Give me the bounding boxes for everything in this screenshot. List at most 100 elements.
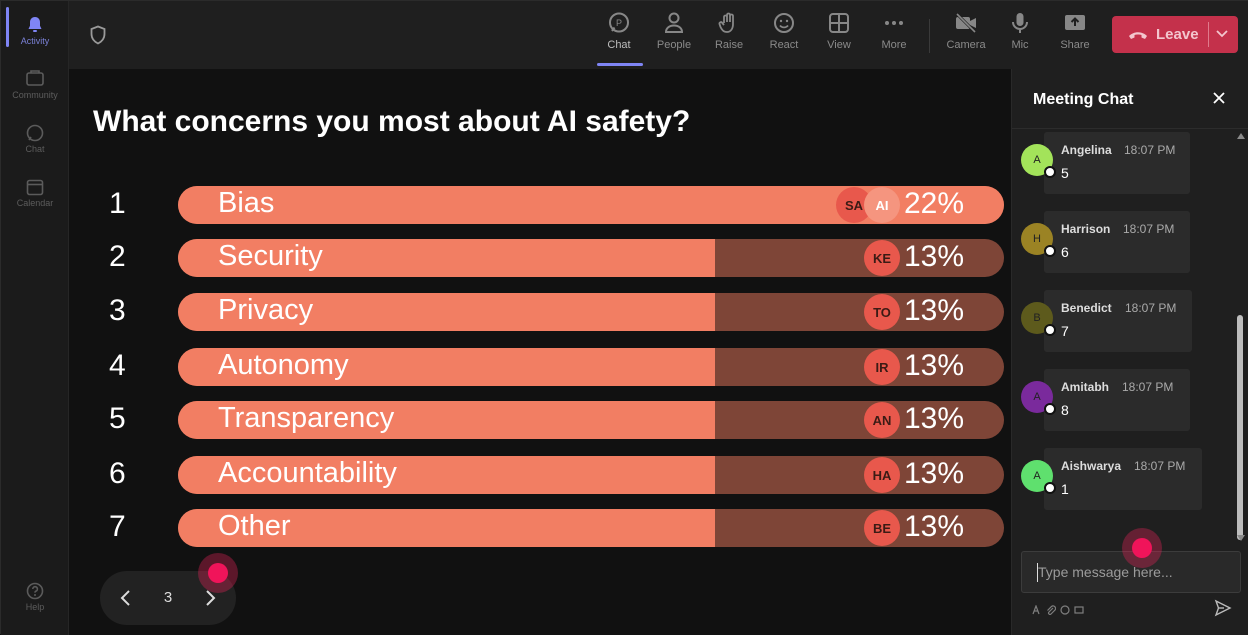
presence-status-icon	[1044, 324, 1056, 336]
option-bar: Security 13% KE	[178, 239, 1004, 277]
toolbar-more-button[interactable]: More	[869, 11, 919, 63]
rail-active-indicator	[6, 7, 9, 47]
rail-label: Chat	[25, 144, 45, 154]
toolbar-raise-button[interactable]: Raise	[704, 11, 754, 63]
rail-item-activity[interactable]: Activity	[1, 11, 69, 59]
active-tab-indicator	[597, 63, 643, 66]
shield-icon[interactable]	[89, 25, 107, 45]
sender-name: Aishwarya	[1061, 459, 1122, 473]
scroll-down-arrow[interactable]	[1237, 535, 1245, 541]
toolbar-label: View	[827, 39, 851, 51]
chat-input-box[interactable]	[1021, 551, 1241, 593]
toolbar-share-button[interactable]: Share	[1050, 11, 1100, 63]
raise-hand-icon	[718, 12, 734, 33]
option-bar: Privacy 13% TO	[178, 293, 1004, 331]
avatar[interactable]: B	[1021, 302, 1053, 334]
option-label: Other	[218, 510, 291, 542]
chat-icon: P	[609, 12, 629, 33]
scroll-up-arrow[interactable]	[1237, 133, 1245, 139]
presence-status-icon	[1044, 403, 1056, 415]
toolbar-people-button[interactable]: People	[649, 11, 699, 63]
toolbar-label: People	[656, 39, 692, 51]
toolbar-divider	[929, 19, 930, 53]
rail-label: Help	[25, 602, 45, 612]
option-fill	[178, 456, 715, 494]
chevron-down-icon[interactable]	[1215, 29, 1229, 39]
option-number: 5	[109, 402, 126, 435]
toolbar-react-button[interactable]: React	[759, 11, 809, 63]
option-percent: 13%	[903, 402, 964, 435]
chat-scrollbar[interactable]	[1234, 131, 1246, 545]
message-bubble: Benedict 18:07 PM 7	[1044, 290, 1192, 352]
chat-message: Harrison 18:07 PM 6 H	[1020, 211, 1234, 275]
toolbar-label: Share	[1060, 39, 1090, 51]
chat-message: Aishwarya 18:07 PM 1 A	[1020, 448, 1234, 512]
format-icon[interactable]	[1032, 605, 1042, 615]
option-percent: 13%	[903, 240, 964, 273]
toolbar-view-button[interactable]: View	[814, 11, 864, 63]
chat-icon	[26, 124, 44, 142]
presence-status-icon	[1044, 482, 1056, 494]
chat-message: Amitabh 18:07 PM 8 A	[1020, 369, 1234, 433]
voter-avatar: AN	[864, 402, 900, 438]
chevron-left-icon[interactable]	[116, 588, 136, 608]
rail-label: Calendar	[16, 198, 54, 208]
chat-message-input[interactable]	[1022, 552, 1240, 592]
chat-title: Meeting Chat	[1033, 91, 1134, 108]
rail-label: Activity	[20, 36, 50, 46]
option-percent: 13%	[903, 457, 964, 490]
option-bar: Other 13% BE	[178, 509, 1004, 547]
toolbar-camera-button[interactable]: Camera	[941, 11, 991, 63]
click-indicator	[198, 553, 238, 593]
leave-label: Leave	[1156, 26, 1199, 43]
option-number: 4	[109, 349, 126, 382]
message-time: 18:07 PM	[1123, 222, 1175, 236]
option-bar: Bias 22% SA AI	[178, 186, 1004, 224]
rail-item-calendar[interactable]: Calendar	[1, 173, 69, 221]
avatar-initial: A	[1033, 470, 1041, 482]
option-fill	[178, 293, 715, 331]
option-number: 2	[109, 240, 126, 273]
toolbar-label: React	[769, 39, 799, 51]
svg-text:P: P	[616, 18, 622, 28]
option-number: 6	[109, 457, 126, 490]
option-bar: Transparency 13% AN	[178, 401, 1004, 439]
close-icon[interactable]	[1212, 91, 1226, 105]
poll-option-row: 3 Privacy 13% TO	[69, 293, 1011, 331]
toolbar-chat-button[interactable]: P Chat	[594, 11, 644, 63]
option-fill	[178, 401, 715, 439]
presence-status-icon	[1044, 166, 1056, 178]
message-bubble: Angelina 18:07 PM 5	[1044, 132, 1190, 194]
toolbar-label: Mic	[1011, 39, 1029, 51]
page-number: 3	[163, 589, 173, 606]
avatar-initial: B	[1033, 312, 1041, 324]
message-text: 5	[1061, 165, 1069, 181]
gif-icon[interactable]	[1074, 605, 1084, 615]
toolbar-mic-button[interactable]: Mic	[995, 11, 1045, 63]
left-rail: Activity Community Chat Calendar Help	[1, 1, 69, 635]
poll-option-row: 7 Other 13% BE	[69, 509, 1011, 547]
option-label: Security	[218, 240, 323, 272]
presence-status-icon	[1044, 245, 1056, 257]
emoji-icon[interactable]	[1060, 605, 1070, 615]
chevron-right-icon[interactable]	[200, 588, 220, 608]
community-icon	[26, 70, 44, 86]
send-icon[interactable]	[1214, 599, 1232, 617]
option-bar: Accountability 13% HA	[178, 456, 1004, 494]
rail-item-chat[interactable]: Chat	[1, 119, 69, 167]
sender-name: Benedict	[1061, 301, 1112, 315]
option-number: 3	[109, 294, 126, 327]
attach-icon[interactable]	[1046, 605, 1056, 615]
leave-button[interactable]: Leave	[1112, 16, 1238, 53]
rail-item-community[interactable]: Community	[1, 65, 69, 113]
bell-icon	[28, 17, 42, 32]
share-icon	[1065, 15, 1085, 30]
option-percent: 13%	[903, 510, 964, 543]
scroll-thumb[interactable]	[1237, 315, 1243, 540]
rail-item-help[interactable]: Help	[1, 577, 69, 625]
message-text: 7	[1061, 323, 1069, 339]
voter-avatar: KE	[864, 240, 900, 276]
avatar-initial: A	[1033, 154, 1041, 166]
message-time: 18:07 PM	[1122, 380, 1174, 394]
